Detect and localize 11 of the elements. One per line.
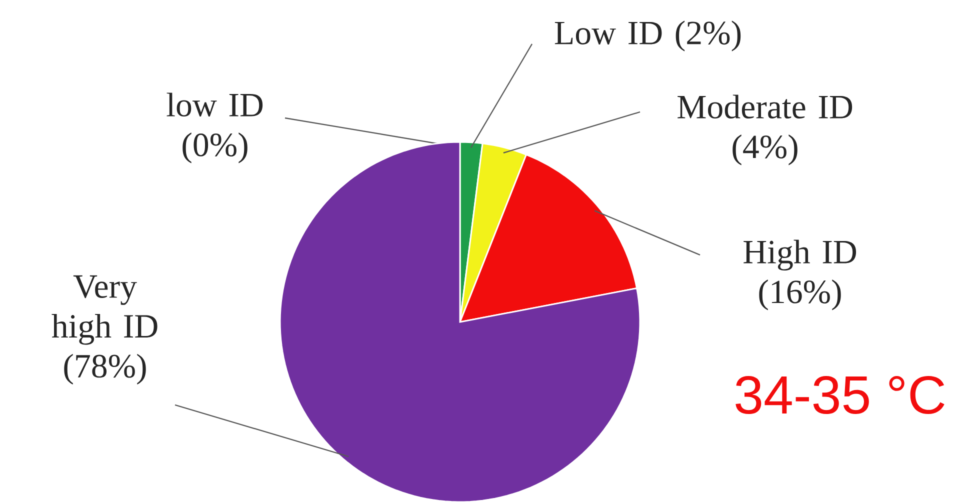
text: 34-35 °C — [736, 376, 944, 414]
data-label: (2%) — [676, 20, 741, 52]
text: (0%) — [182, 132, 248, 164]
slice-label: Low ID — [554, 22, 662, 44]
slice-label: Very high ID — [52, 275, 158, 345]
slice-label: Moderate ID — [678, 94, 852, 119]
data-label: (16%) — [759, 280, 841, 310]
data-label: (78%) — [64, 354, 146, 385]
category-label: low ID — [166, 92, 263, 117]
data-label: (4%) — [732, 134, 798, 166]
slice-label: High ID — [744, 240, 856, 271]
